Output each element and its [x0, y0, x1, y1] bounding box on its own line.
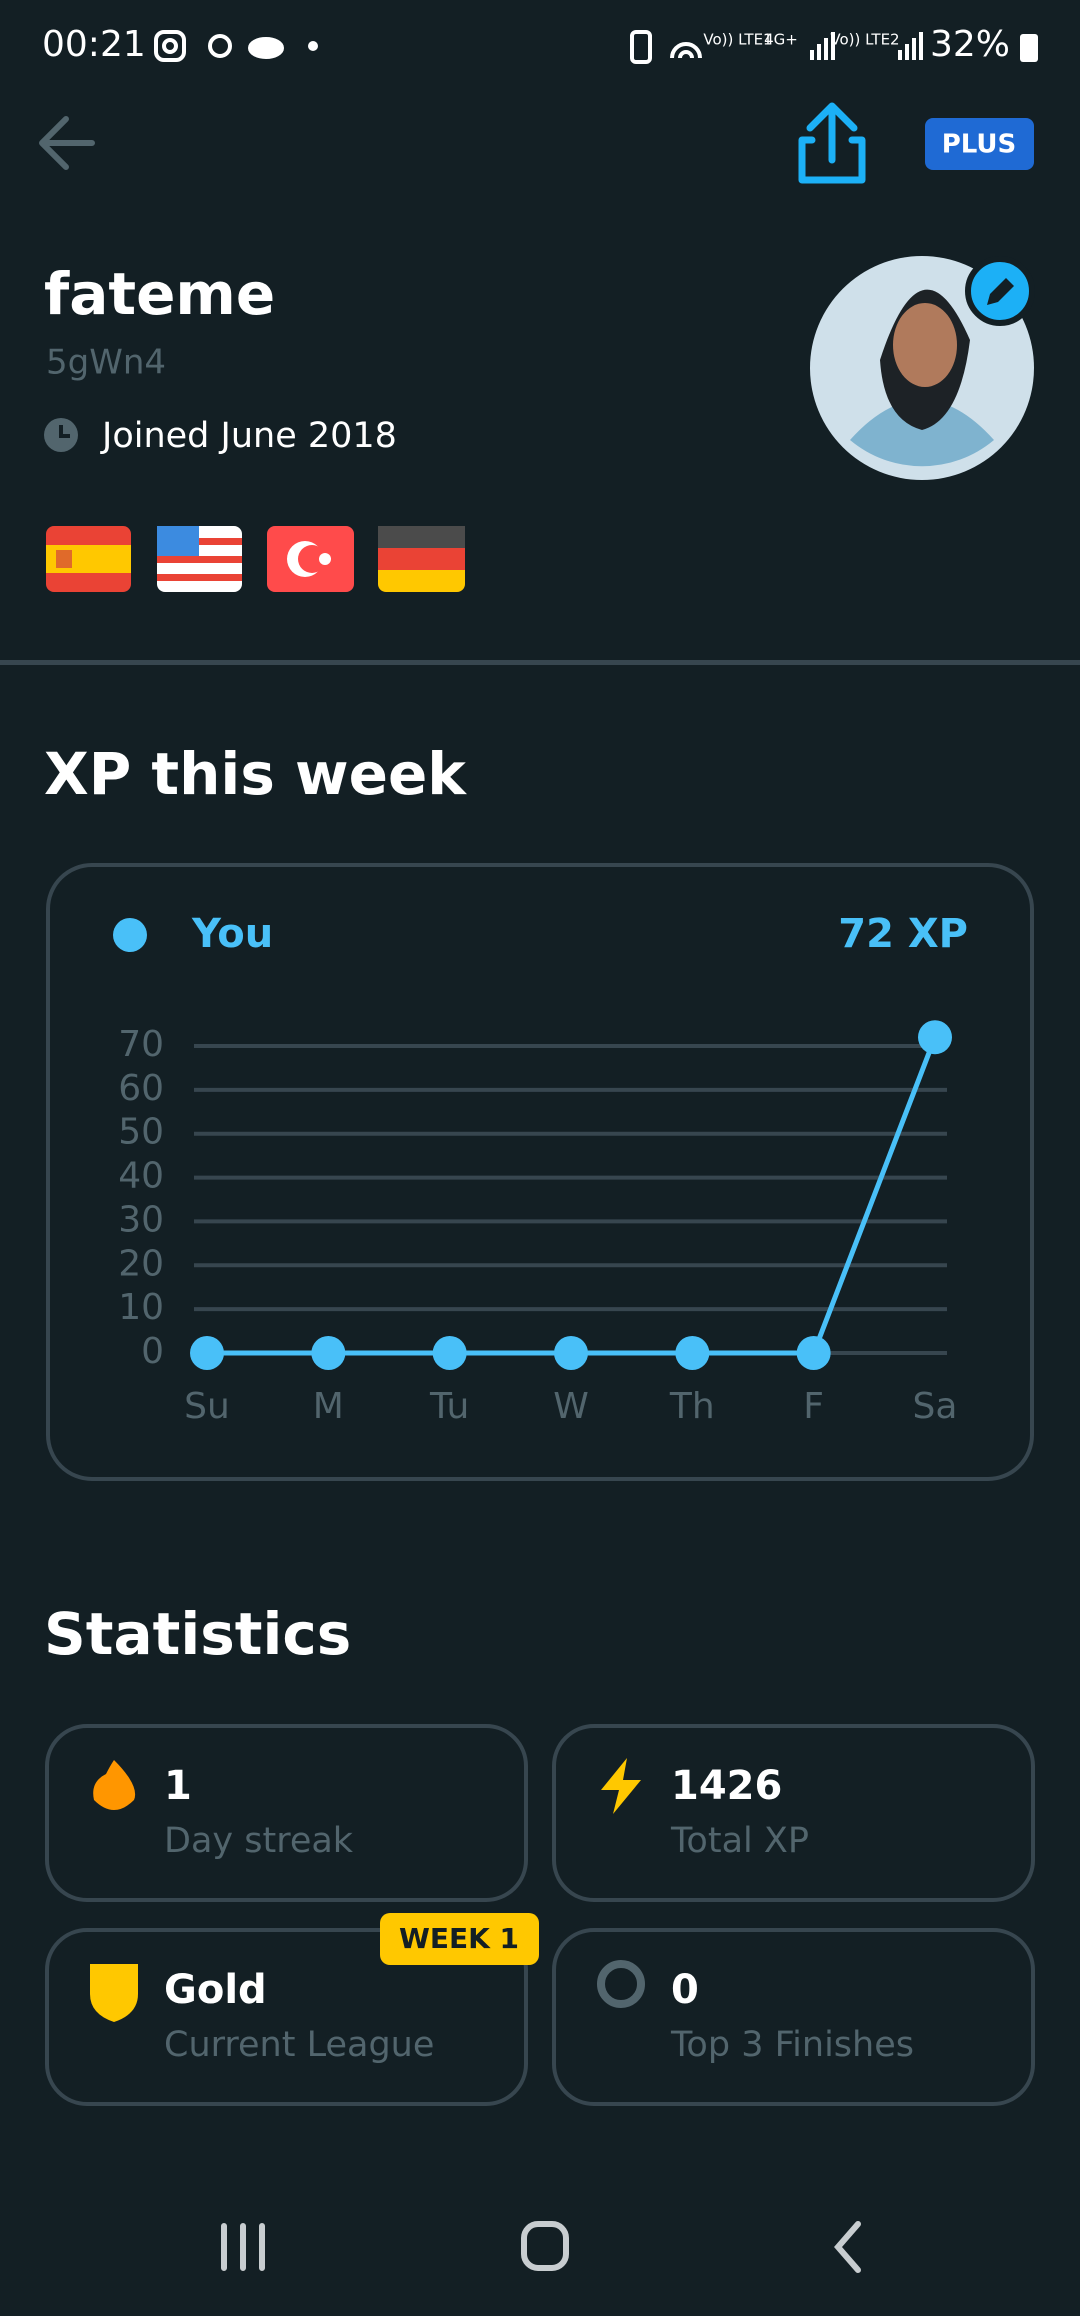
- stat-value: 1426: [671, 1763, 782, 1809]
- divider: [0, 660, 1080, 665]
- signal-icons: [810, 32, 1038, 62]
- plus-badge-text: PLUS: [942, 130, 1017, 160]
- legend-label: You: [191, 911, 273, 957]
- stat-card: [45, 1724, 528, 1902]
- stat-label: Total XP: [670, 1821, 809, 1861]
- data-point: [918, 1020, 952, 1055]
- status-network-type: 4G+: [764, 31, 798, 49]
- nav-home[interactable]: [521, 2221, 569, 2271]
- stat-value: Gold: [164, 1967, 267, 2013]
- x-tick-label: W: [553, 1386, 589, 1427]
- stat-value: 1: [164, 1763, 192, 1809]
- course-flags: [46, 526, 465, 592]
- profile-username: 5gWn4: [46, 343, 166, 383]
- xp-icon: [601, 1758, 641, 1814]
- data-point: [311, 1336, 346, 1370]
- x-tick-label: Sa: [913, 1386, 958, 1427]
- profile-name: fateme: [44, 260, 275, 328]
- y-tick-label: 10: [118, 1287, 164, 1328]
- legend-marker: [113, 918, 147, 952]
- stat-card: [552, 1928, 1035, 2106]
- stat-label: Day streak: [164, 1821, 354, 1861]
- y-tick-label: 30: [118, 1199, 164, 1240]
- status-icons: [154, 30, 702, 64]
- y-tick-label: 60: [118, 1068, 164, 1109]
- data-point: [432, 1336, 467, 1370]
- stat-value: 0: [671, 1967, 699, 2013]
- stat-card: [45, 1928, 528, 2106]
- x-tick-label: M: [313, 1386, 344, 1427]
- y-tick-label: 50: [118, 1112, 164, 1153]
- x-tick-label: Th: [669, 1386, 715, 1427]
- edit-icon: [987, 278, 1014, 305]
- finishes-icon: [597, 1960, 645, 2008]
- stat-card: [552, 1724, 1035, 1902]
- statistics-grid: 1 Day streak 1426 Total XP Gold Current Leagu…: [45, 1724, 1035, 2106]
- status-network: Vo)) LTE2: [830, 31, 899, 49]
- stat-badge-text: WEEK 1: [399, 1922, 519, 1955]
- y-tick-label: 20: [118, 1243, 164, 1284]
- data-point: [190, 1336, 224, 1370]
- share-button[interactable]: [798, 102, 866, 184]
- x-tick-label: F: [803, 1386, 824, 1427]
- clock-hands: [59, 425, 70, 438]
- data-point: [554, 1336, 588, 1370]
- back-button[interactable]: [39, 116, 95, 170]
- nav-recents[interactable]: [221, 2223, 265, 2271]
- status-network: Vo)) LTE1: [703, 31, 772, 49]
- status-time: 00:21: [42, 24, 146, 65]
- league-icon: [90, 1964, 138, 2022]
- status-battery: 32%: [930, 24, 1010, 65]
- x-tick-label: Tu: [429, 1386, 469, 1427]
- streak-icon: [93, 1760, 136, 1810]
- y-tick-label: 0: [141, 1331, 164, 1372]
- nav-bar: [221, 2221, 861, 2273]
- profile-joined: Joined June 2018: [100, 416, 397, 456]
- stat-label: Top 3 Finishes: [670, 2025, 914, 2065]
- data-point: [796, 1336, 831, 1370]
- section-title: Statistics: [44, 1600, 351, 1668]
- plus-badge[interactable]: [925, 118, 1034, 170]
- stat-badge: [380, 1913, 539, 1965]
- stat-label: Current League: [164, 2025, 434, 2065]
- data-point: [675, 1336, 710, 1370]
- chart-card: [46, 863, 1034, 1481]
- section-title: XP this week: [44, 740, 467, 808]
- xp-total: 72 XP: [838, 911, 968, 957]
- x-tick-label: Su: [184, 1386, 230, 1427]
- y-tick-label: 70: [118, 1024, 164, 1065]
- nav-back[interactable]: [834, 2221, 861, 2273]
- y-tick-label: 40: [118, 1156, 164, 1197]
